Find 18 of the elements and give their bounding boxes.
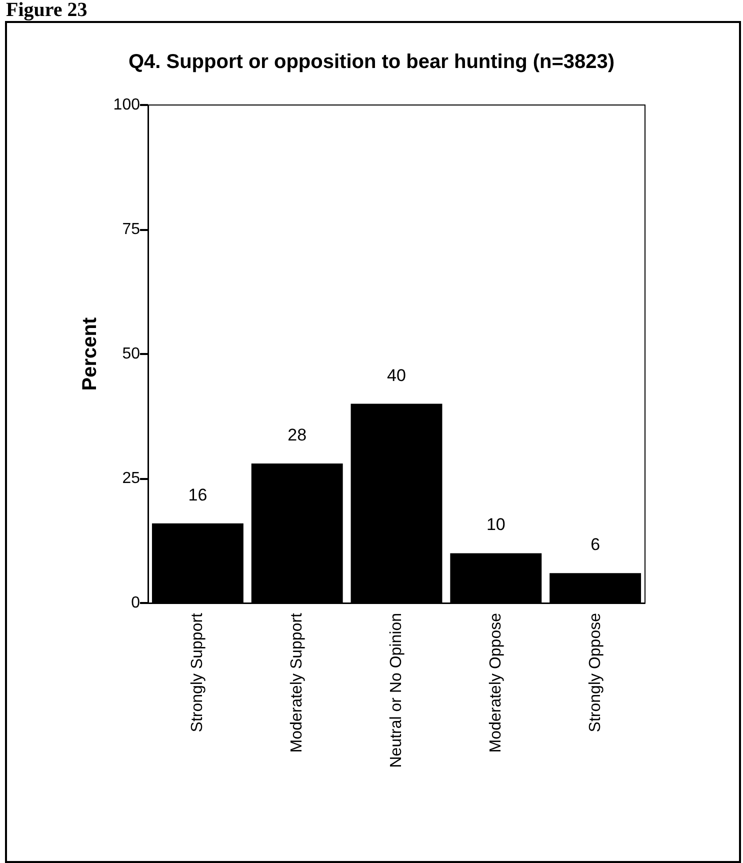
- x-tick-label: Strongly Support: [189, 612, 206, 732]
- y-tick-label: 50: [122, 346, 140, 362]
- data-label: 28: [288, 426, 307, 445]
- data-label: 6: [590, 535, 600, 554]
- data-label: 16: [188, 485, 208, 504]
- x-tick-label: Moderately Oppose: [487, 612, 504, 753]
- x-tick-label: Neutral or No Opinion: [388, 613, 405, 768]
- y-tick-label: 0: [131, 594, 140, 612]
- x-tick-label: Moderately Support: [288, 612, 306, 753]
- y-tick-label: 75: [122, 221, 140, 238]
- chart-title: Q4. Support or opposition to bear hunting (n=3823): [128, 51, 615, 73]
- y-tick-label: 25: [122, 470, 140, 487]
- data-label: 40: [387, 366, 406, 385]
- y-tick-label: 100: [113, 96, 140, 114]
- caption: Figure 23: [6, 0, 88, 21]
- data-label: 10: [486, 515, 506, 534]
- y-axis-title: Percent: [79, 316, 101, 391]
- x-tick-label: Strongly Oppose: [586, 612, 604, 732]
